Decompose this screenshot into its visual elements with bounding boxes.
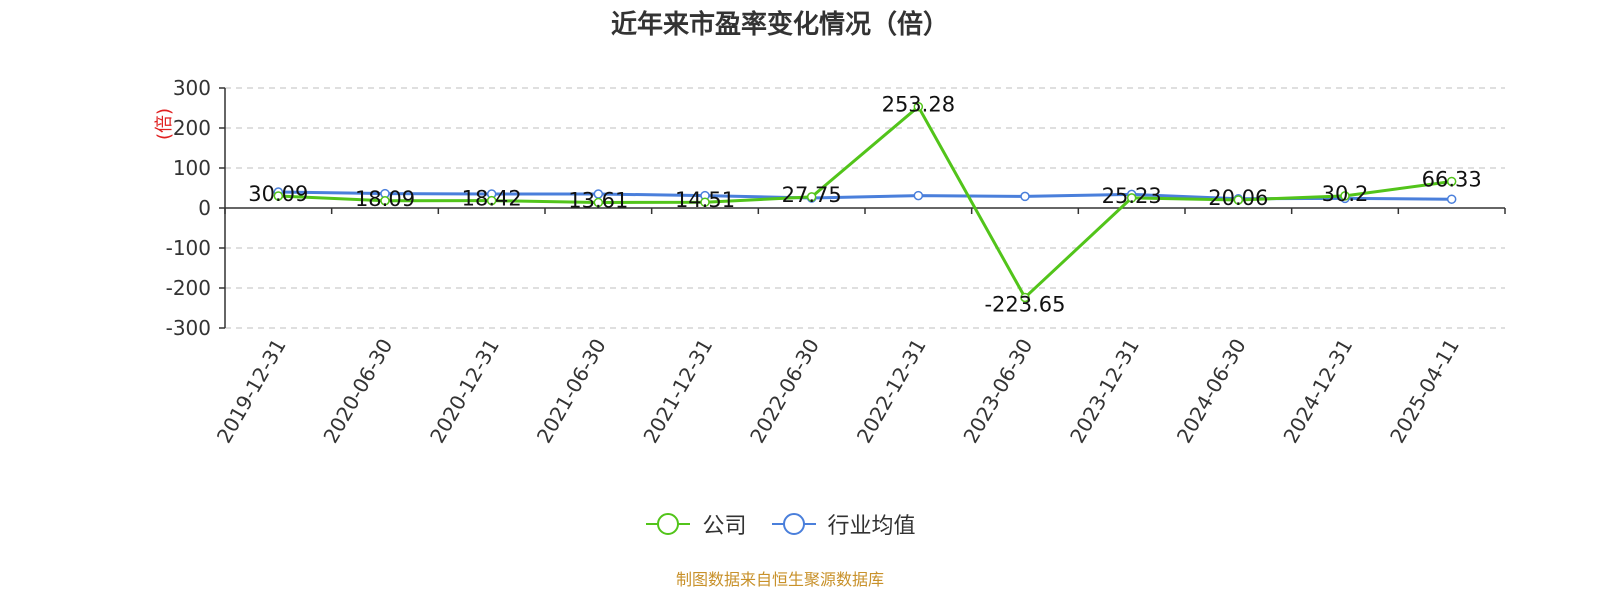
data-point-company [913,101,924,112]
x-tick-label: 2020-12-31 [425,334,504,447]
x-tick-label: 2024-12-31 [1278,335,1357,448]
data-label: 25.23 [1102,184,1162,208]
legend-item-company[interactable]: 公司 [644,508,747,540]
data-label: 18.42 [462,187,522,211]
data-point-company [593,197,604,208]
x-tick-label: 2021-12-31 [638,335,717,448]
x-tick-label: 2021-06-30 [532,335,611,448]
data-point-company [1446,176,1457,187]
data-point-industry-average [1020,191,1030,202]
data-point-company [273,191,284,201]
legend-company-marker-icon [646,513,691,535]
source-note: 制图数据来自恒生聚源数据库 [675,570,884,589]
x-tick-label: 2022-06-30 [745,335,824,448]
data-label: 27.75 [782,183,842,207]
series-line-company [278,105,1452,299]
data-point-company [1233,195,1244,205]
x-tick-label: 2023-12-31 [1065,335,1144,448]
data-label: -223.65 [984,292,1065,316]
data-point-company [1340,191,1350,201]
data-point-company [806,192,817,202]
y-axis-label: (倍) [154,108,175,140]
series-lines [273,101,1457,303]
chart-title: 近年来市盈率变化情况（倍） [610,10,949,40]
y-tick-label: 100 [173,156,211,180]
x-tick-label: 2020-06-30 [318,335,397,448]
data-label: 20.06 [1208,186,1268,210]
y-tick-label: -200 [166,276,211,300]
x-tick-label: 2025-04-11 [1385,335,1464,448]
y-tick-label: 200 [173,116,211,140]
x-tick-label: 2023-06-30 [958,335,1037,448]
x-tick-label: 2019-12-31 [212,335,291,448]
x-tick-label: 2022-12-31 [852,334,931,447]
data-point-industry-average [1446,194,1457,204]
data-point-company [1020,292,1030,303]
data-label: 30.09 [248,182,308,206]
data-point-company [486,195,497,206]
data-label: 253.28 [882,93,955,117]
y-tick-label: -300 [166,316,211,340]
data-point-company [700,197,710,207]
data-label: 14.51 [675,188,735,212]
data-label: 66.33 [1422,167,1482,191]
legend: 公司 行业均值 [0,508,1560,542]
data-labels: 30.09 18.09 18.42 13.61 14.51 27.75 253.28 -223… [248,93,1481,317]
legend-label-industry-average: 行业均值 [827,514,916,539]
y-tick-label: 300 [173,76,211,100]
x-tick-label: 2024-06-30 [1172,335,1251,448]
legend-label-company: 公司 [702,514,747,539]
data-label: 18.09 [355,187,415,211]
data-point-industry-average [913,190,924,201]
data-point-company [380,196,390,206]
y-tick-label: 0 [198,196,211,220]
legend-item-industry-average[interactable]: 行业均值 [770,508,916,540]
legend-industry-marker-icon [771,513,816,535]
data-point-company [1126,193,1137,203]
data-label: 13.61 [568,189,628,213]
y-tick-label: -100 [166,236,211,260]
data-label: 30.2 [1322,182,1369,206]
grid-lines [225,87,1505,329]
